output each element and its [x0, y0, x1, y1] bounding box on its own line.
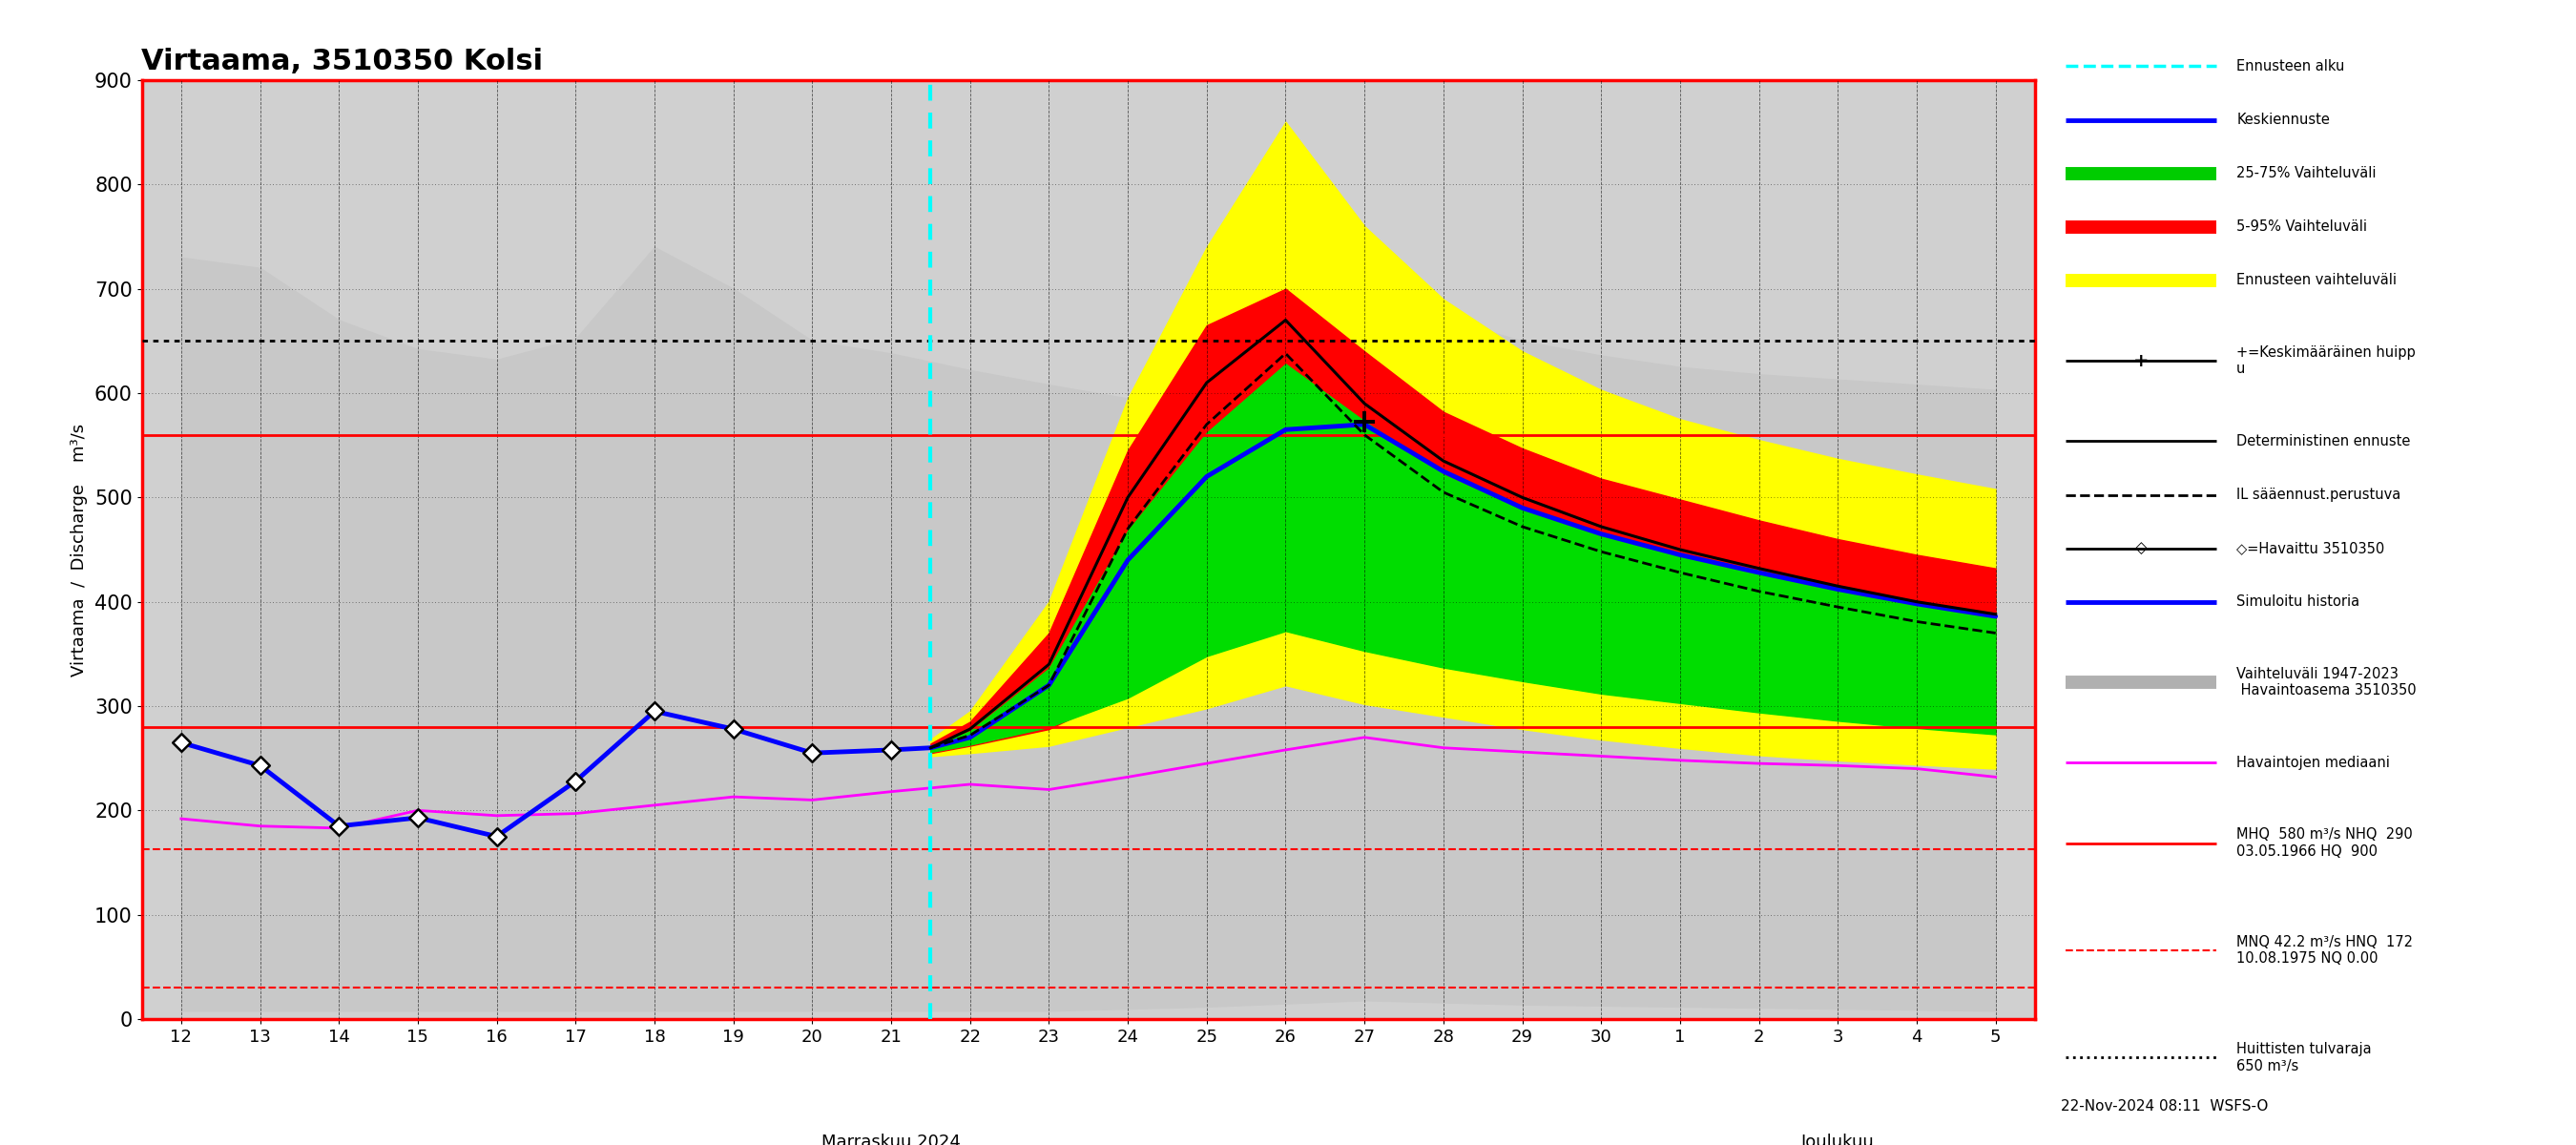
Text: Deterministinen ennuste: Deterministinen ennuste [2236, 434, 2411, 449]
Point [2050, 1051, 2081, 1065]
Text: Simuloitu historia: Simuloitu historia [2236, 595, 2360, 609]
Point [477, 828, 518, 846]
Text: Ennusteen vaihteluväli: Ennusteen vaihteluväli [2236, 274, 2396, 287]
Text: Joulukuu
December: Joulukuu December [1793, 1134, 1883, 1145]
Point [2200, 542, 2231, 555]
Text: Huittisten tulvaraja
650 m³/s: Huittisten tulvaraja 650 m³/s [2236, 1042, 2372, 1073]
Point [160, 734, 201, 752]
Point [554, 772, 595, 790]
Point [2200, 60, 2231, 73]
Point [2050, 542, 2081, 555]
Point [2200, 676, 2231, 689]
Point [2200, 836, 2231, 850]
Point [2050, 488, 2081, 502]
Text: Havaintojen mediaani: Havaintojen mediaani [2236, 756, 2391, 769]
Point [397, 808, 438, 827]
Text: Virtaama, 3510350 Kolsi: Virtaama, 3510350 Kolsi [142, 48, 544, 76]
Point [2200, 166, 2231, 180]
Text: ◇=Havaittu 3510350: ◇=Havaittu 3510350 [2236, 542, 2385, 555]
Text: Marraskuu 2024
November: Marraskuu 2024 November [822, 1134, 961, 1145]
Text: ◇: ◇ [2136, 539, 2148, 556]
Point [2050, 595, 2081, 609]
Point [2050, 676, 2081, 689]
Text: Ennusteen alku: Ennusteen alku [2236, 60, 2344, 73]
Text: MNQ 42.2 m³/s HNQ  172
10.08.1975 NQ 0.00: MNQ 42.2 m³/s HNQ 172 10.08.1975 NQ 0.00 [2236, 934, 2414, 965]
Point [2200, 354, 2231, 368]
Text: +=Keskimääräinen huipp
u: +=Keskimääräinen huipp u [2236, 346, 2416, 377]
Point [714, 720, 755, 739]
Y-axis label: Virtaama  /  Discharge    m³/s: Virtaama / Discharge m³/s [70, 424, 88, 676]
Text: 25-75% Vaihteluväli: 25-75% Vaihteluväli [2236, 166, 2375, 181]
Point [2050, 756, 2081, 769]
Text: MHQ  580 m³/s NHQ  290
03.05.1966 HQ  900: MHQ 580 m³/s NHQ 290 03.05.1966 HQ 900 [2236, 828, 2414, 859]
Point [2200, 595, 2231, 609]
Point [791, 744, 832, 763]
Point [319, 816, 361, 835]
Point [2200, 113, 2231, 127]
Point [2200, 274, 2231, 287]
Point [2050, 354, 2081, 368]
Point [2200, 943, 2231, 957]
Point [2050, 60, 2081, 73]
Point [2050, 113, 2081, 127]
Text: 22-Nov-2024 08:11  WSFS-O: 22-Nov-2024 08:11 WSFS-O [2061, 1099, 2269, 1113]
Point [871, 741, 912, 759]
Point [2200, 1051, 2231, 1065]
Text: 5-95% Vaihteluväli: 5-95% Vaihteluväli [2236, 220, 2367, 234]
Point [2050, 166, 2081, 180]
Point [2050, 434, 2081, 448]
Text: Keskiennuste: Keskiennuste [2236, 112, 2329, 127]
Point [240, 757, 281, 775]
Text: +: + [2133, 352, 2148, 370]
Text: Vaihteluväli 1947-2023
 Havaintoasema 3510350: Vaihteluväli 1947-2023 Havaintoasema 351… [2236, 666, 2416, 697]
Point [2050, 220, 2081, 234]
Point [2200, 756, 2231, 769]
Point [2050, 943, 2081, 957]
Point [2050, 274, 2081, 287]
Point [634, 702, 675, 720]
Point [2200, 488, 2231, 502]
Point [2200, 220, 2231, 234]
Text: IL sääennust.perustuva: IL sääennust.perustuva [2236, 488, 2401, 502]
Point [2200, 434, 2231, 448]
Point [2050, 836, 2081, 850]
